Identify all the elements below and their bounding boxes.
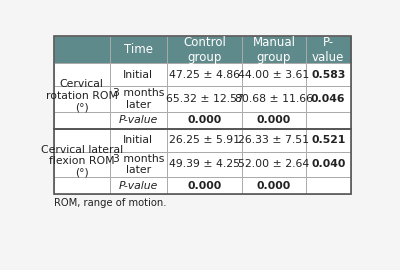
Bar — [167, 36, 242, 63]
Text: 52.00 ± 2.64: 52.00 ± 2.64 — [238, 160, 310, 170]
Bar — [110, 36, 167, 63]
Bar — [242, 177, 306, 194]
Bar — [167, 86, 242, 112]
Text: 0.000: 0.000 — [257, 181, 291, 191]
Bar — [306, 129, 351, 152]
Text: 0.040: 0.040 — [311, 160, 346, 170]
Text: P-value: P-value — [119, 181, 158, 191]
Bar — [110, 152, 167, 177]
Text: 3 months
later: 3 months later — [113, 88, 164, 110]
Bar — [167, 112, 242, 129]
Text: Initial: Initial — [123, 135, 153, 145]
Bar — [110, 63, 167, 86]
Bar — [306, 36, 351, 63]
Text: 0.000: 0.000 — [257, 115, 291, 125]
Bar — [110, 86, 167, 112]
Bar — [110, 129, 167, 152]
Bar — [242, 63, 306, 86]
Bar — [306, 86, 351, 112]
Bar — [110, 112, 167, 129]
Bar — [242, 86, 306, 112]
Text: 0.000: 0.000 — [188, 181, 222, 191]
Text: Control
group: Control group — [183, 36, 226, 64]
Bar — [167, 63, 242, 86]
Bar — [54, 63, 110, 86]
Text: 80.68 ± 11.66: 80.68 ± 11.66 — [235, 94, 313, 104]
Text: 0.521: 0.521 — [311, 135, 346, 145]
Text: 3 months
later: 3 months later — [113, 154, 164, 175]
Bar — [54, 112, 110, 129]
Bar — [306, 63, 351, 86]
Text: P-value: P-value — [119, 115, 158, 125]
Text: 44.00 ± 3.61: 44.00 ± 3.61 — [238, 70, 310, 80]
Bar — [110, 177, 167, 194]
Text: Initial: Initial — [123, 70, 153, 80]
Text: 49.39 ± 4.25: 49.39 ± 4.25 — [169, 160, 240, 170]
Text: 0.583: 0.583 — [311, 70, 346, 80]
Bar — [242, 36, 306, 63]
Bar — [242, 129, 306, 152]
Text: 26.25 ± 5.91: 26.25 ± 5.91 — [169, 135, 240, 145]
Text: 0.000: 0.000 — [188, 115, 222, 125]
Text: Cervical lateral
flexion ROM
(°): Cervical lateral flexion ROM (°) — [41, 145, 123, 178]
Text: 0.046: 0.046 — [311, 94, 346, 104]
Bar — [306, 112, 351, 129]
Text: P-
value: P- value — [312, 36, 344, 64]
Text: ROM, range of motion.: ROM, range of motion. — [54, 198, 166, 208]
Bar — [167, 129, 242, 152]
Text: Time: Time — [124, 43, 153, 56]
Bar — [242, 152, 306, 177]
Bar — [54, 36, 110, 63]
Bar — [54, 129, 110, 152]
Bar — [54, 86, 110, 112]
Text: Cervical
rotation ROM
(°): Cervical rotation ROM (°) — [46, 79, 118, 113]
Text: 65.32 ± 12.57: 65.32 ± 12.57 — [166, 94, 244, 104]
Bar — [54, 36, 351, 194]
Bar — [54, 152, 110, 177]
Bar — [167, 152, 242, 177]
Text: 47.25 ± 4.86: 47.25 ± 4.86 — [169, 70, 240, 80]
Text: Manual
group: Manual group — [252, 36, 296, 64]
Bar — [306, 177, 351, 194]
Bar — [54, 177, 110, 194]
Bar — [306, 152, 351, 177]
Bar — [167, 177, 242, 194]
Text: 26.33 ± 7.51: 26.33 ± 7.51 — [238, 135, 310, 145]
Bar — [242, 112, 306, 129]
